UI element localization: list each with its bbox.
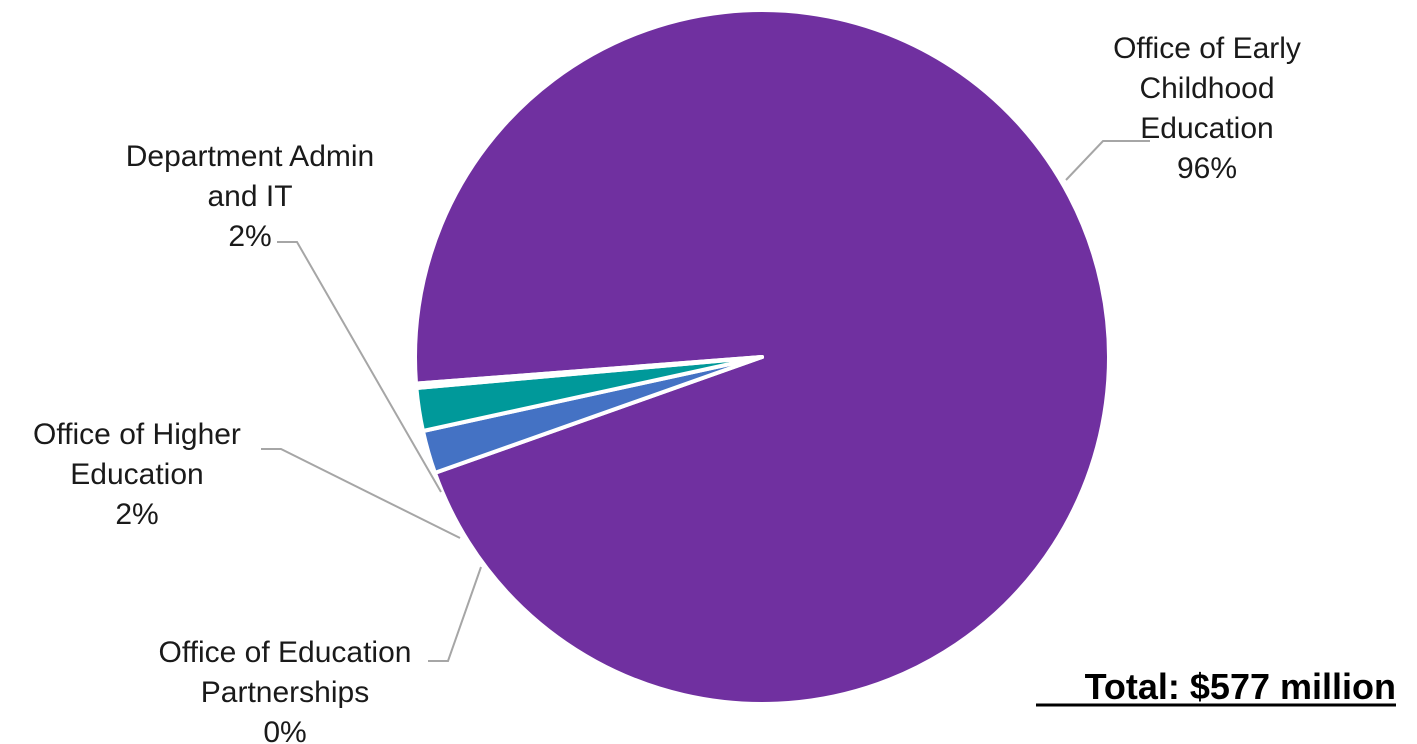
leader-lines [261,140,1150,662]
category-label-line: Office of Early [1113,32,1301,65]
category-label-line: Education [1140,112,1273,145]
category-label-line: Childhood [1139,72,1274,105]
data-label-department-admin-it: Department Admin and IT 2% [126,140,374,253]
category-label-line: Partnerships [201,676,369,709]
pie-slices [413,8,1111,706]
leader-line-early-childhood [1065,140,1150,181]
percent-label: 2% [115,498,158,531]
percent-label: 96% [1177,152,1237,185]
leader-line-department-admin-it [277,241,442,493]
leader-line-education-partnerships [428,566,482,662]
category-label-line: Department Admin [126,140,374,173]
slice-education-partnerships [414,355,764,391]
data-label-higher-education: Office of Higher Education 2% [33,418,241,531]
leader-line-higher-education [261,448,461,539]
slice-labels: Office of Early Childhood Education 96% Depa… [33,32,1301,744]
category-label-line: Office of Education [159,636,412,669]
category-label-line: Education [70,458,203,491]
category-label-line: and IT [207,180,292,213]
percent-label: 2% [228,220,271,253]
data-label-early-childhood: Office of Early Childhood Education 96% [1113,32,1301,185]
data-label-education-partnerships: Office of Education Partnerships 0% [159,636,412,744]
category-label-line: Office of Higher [33,418,241,451]
percent-label: 0% [263,716,306,744]
total-label: Total: $577 million [1085,666,1396,707]
